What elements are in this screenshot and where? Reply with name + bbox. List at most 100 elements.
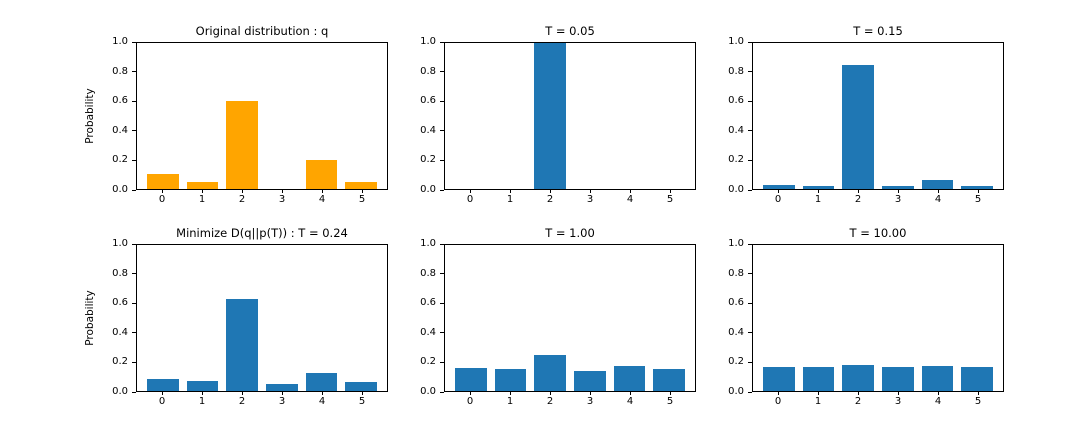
bar-slot xyxy=(491,245,531,391)
y-tick-mark xyxy=(748,302,752,304)
x-tick-label: 4 xyxy=(318,194,326,205)
x-tick: 4 xyxy=(302,190,342,210)
y-tick-mark xyxy=(748,100,752,102)
x-tick-label: 2 xyxy=(546,194,554,205)
bar xyxy=(881,366,914,391)
chart-title: Minimize D(q||p(T)) : T = 0.24 xyxy=(176,226,348,240)
y-tick-label: 0.0 xyxy=(420,184,436,195)
x-tick-mark xyxy=(469,190,471,193)
x-tick-mark xyxy=(321,392,323,395)
x-tick-label: 2 xyxy=(546,396,554,407)
y-tick-label: 0.8 xyxy=(420,267,436,279)
x-tick: 0 xyxy=(450,190,490,210)
x-tick-mark xyxy=(549,190,551,193)
x-tick-mark xyxy=(857,392,859,395)
chart-title: T = 0.05 xyxy=(545,24,595,38)
axes-row: 0.0 0.2 0.4 0.6 0.8 1.0 xyxy=(706,239,1004,397)
bar xyxy=(534,43,567,189)
x-tick-label: 5 xyxy=(974,396,982,407)
x-tick-mark xyxy=(857,190,859,193)
x-tick-mark xyxy=(241,190,243,193)
subplot-t-1-00: T = 1.00 0.0 0.2 0.4 0.6 0.8 1.0 0 1 2 3 4 5 xyxy=(398,224,696,412)
bar xyxy=(345,382,378,391)
bar xyxy=(842,365,875,391)
y-tick-label: 0.6 xyxy=(420,297,436,309)
bar xyxy=(573,370,606,391)
y-tick-label: 0.2 xyxy=(112,356,128,368)
bar-slot xyxy=(183,43,223,189)
x-tick-label: 5 xyxy=(666,396,674,407)
x-tick: 0 xyxy=(758,190,798,210)
y-tick-mark xyxy=(440,100,444,102)
bar-slot xyxy=(530,245,570,391)
bar-slot xyxy=(799,245,839,391)
bar xyxy=(653,369,686,391)
bar-slot xyxy=(570,43,610,189)
x-tick: 3 xyxy=(878,392,918,412)
bar xyxy=(345,181,378,189)
x-tick-mark xyxy=(509,392,511,395)
bar-slot xyxy=(530,43,570,189)
y-tick-mark xyxy=(748,159,752,161)
bar-slot xyxy=(918,245,958,391)
x-tick-label: 4 xyxy=(626,194,634,205)
x-tick-label: 5 xyxy=(358,194,366,205)
bar-slot xyxy=(222,43,262,189)
x-tick: 4 xyxy=(918,190,958,210)
y-tick-label: 0.4 xyxy=(420,124,436,136)
bar-slot xyxy=(143,43,183,189)
x-tick-mark xyxy=(509,190,511,193)
x-tick: 2 xyxy=(838,190,878,210)
y-tick-mark xyxy=(440,71,444,73)
plot-area xyxy=(136,42,388,190)
x-tick-label: 1 xyxy=(814,194,822,205)
y-tick-label: 0.0 xyxy=(112,184,128,195)
plot-area xyxy=(444,244,696,392)
x-tick: 3 xyxy=(570,392,610,412)
x-tick-label: 1 xyxy=(198,396,206,407)
bar-slot xyxy=(143,245,183,391)
x-tick: 4 xyxy=(302,392,342,412)
y-tick-label: 0.2 xyxy=(112,154,128,166)
bar xyxy=(881,186,914,189)
y-tick-label: 0.6 xyxy=(728,95,744,107)
y-tick-mark xyxy=(132,302,136,304)
bar-slot xyxy=(838,43,878,189)
x-tick-label: 0 xyxy=(774,396,782,407)
x-tick-mark xyxy=(897,190,899,193)
x-tick-label: 4 xyxy=(934,194,942,205)
x-tick-label: 0 xyxy=(774,194,782,205)
y-tick-mark xyxy=(748,41,752,43)
x-tick: 0 xyxy=(142,190,182,210)
y-tick-label: 1.0 xyxy=(728,238,744,249)
x-tick: 3 xyxy=(878,190,918,210)
y-axis: 0.0 0.2 0.4 0.6 0.8 1.0 xyxy=(90,37,136,195)
x-tick-mark xyxy=(589,190,591,193)
bar xyxy=(613,366,646,391)
x-tick: 5 xyxy=(958,190,998,210)
axes-row: 0.0 0.2 0.4 0.6 0.8 1.0 xyxy=(706,37,1004,195)
x-tick: 1 xyxy=(798,392,838,412)
x-tick: 4 xyxy=(610,392,650,412)
chart-title: Original distribution : q xyxy=(195,24,329,38)
x-tick-mark xyxy=(281,190,283,193)
x-tick-label: 2 xyxy=(238,396,246,407)
subplot-original-distribution: Probability Original distribution : q 0.… xyxy=(84,22,388,210)
x-tick: 1 xyxy=(490,190,530,210)
x-tick-mark xyxy=(669,392,671,395)
x-axis: 0 1 2 3 4 5 xyxy=(136,392,388,412)
x-tick: 4 xyxy=(918,392,958,412)
y-tick-label: 1.0 xyxy=(420,36,436,47)
bar-slot xyxy=(491,43,531,189)
x-tick-label: 4 xyxy=(626,396,634,407)
y-tick-label: 1.0 xyxy=(420,238,436,249)
bar xyxy=(186,181,219,189)
y-tick-label: 0.4 xyxy=(420,326,436,338)
x-axis: 0 1 2 3 4 5 xyxy=(444,392,696,412)
axes-row: 0.0 0.2 0.4 0.6 0.8 1.0 xyxy=(90,37,388,195)
y-tick-mark xyxy=(748,273,752,275)
x-tick-label: 3 xyxy=(586,396,594,407)
y-tick-label: 0.6 xyxy=(728,297,744,309)
y-tick-mark xyxy=(440,130,444,132)
chart-title: T = 1.00 xyxy=(545,226,595,240)
